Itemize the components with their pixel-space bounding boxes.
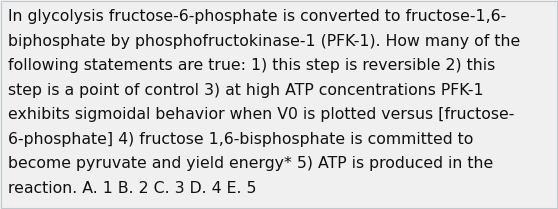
Text: In glycolysis fructose-6-phosphate is converted to fructose-1,6-: In glycolysis fructose-6-phosphate is co…	[8, 9, 506, 24]
Text: biphosphate by phosphofructokinase-1 (PFK-1). How many of the: biphosphate by phosphofructokinase-1 (PF…	[8, 34, 520, 49]
Text: become pyruvate and yield energy* 5) ATP is produced in the: become pyruvate and yield energy* 5) ATP…	[8, 156, 493, 171]
Text: 6-phosphate] 4) fructose 1,6-bisphosphate is committed to: 6-phosphate] 4) fructose 1,6-bisphosphat…	[8, 132, 473, 147]
Text: step is a point of control 3) at high ATP concentrations PFK-1: step is a point of control 3) at high AT…	[8, 83, 484, 98]
Text: exhibits sigmoidal behavior when V0 is plotted versus [fructose-: exhibits sigmoidal behavior when V0 is p…	[8, 107, 514, 122]
Text: reaction. A. 1 B. 2 C. 3 D. 4 E. 5: reaction. A. 1 B. 2 C. 3 D. 4 E. 5	[8, 181, 257, 196]
Text: following statements are true: 1) this step is reversible 2) this: following statements are true: 1) this s…	[8, 58, 496, 73]
